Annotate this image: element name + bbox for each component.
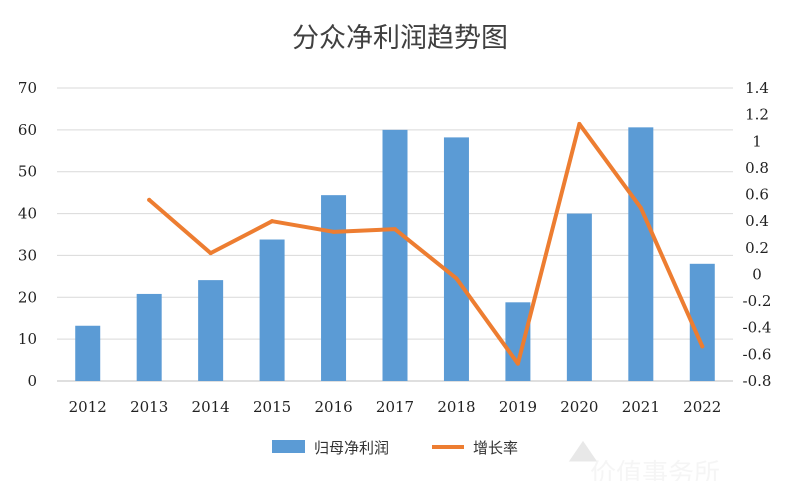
bar-2015 (259, 239, 285, 381)
growth-rate-point-2020 (577, 121, 582, 126)
x-axis-tick-label: 2016 (314, 398, 352, 416)
right-axis-tick-label: -0.6 (743, 345, 772, 363)
growth-rate-line (147, 121, 705, 366)
left-axis-tick-label: 0 (27, 372, 37, 390)
x-axis-tick-label: 2017 (376, 398, 414, 416)
right-axis-tick-label: 1.4 (745, 79, 769, 97)
right-axis-tick-label: -0.2 (743, 292, 772, 310)
bar-2017 (382, 129, 408, 381)
left-axis-tick-label: 10 (18, 330, 37, 348)
growth-rate-point-2018 (454, 276, 459, 281)
x-axis-tick-label: 2021 (622, 398, 660, 416)
bar-2014 (198, 280, 224, 381)
bar-2019 (505, 302, 531, 381)
bar-2012 (75, 325, 101, 381)
x-axis-tick-label: 2022 (683, 398, 721, 416)
growth-rate-point-2015 (270, 219, 275, 224)
growth-rate-point-2013 (147, 197, 152, 202)
bar-2018 (443, 137, 469, 381)
bar-2021 (628, 127, 654, 382)
x-axis-tick-label: 2013 (130, 398, 168, 416)
growth-rate-point-2019 (515, 361, 520, 366)
right-axis-tick-label: 0.2 (745, 239, 769, 257)
watermark-logo-icon (567, 439, 599, 463)
right-axis-tick-label: 1 (752, 132, 762, 150)
bar-2016 (321, 195, 347, 381)
right-axis-tick-label: 0 (752, 265, 762, 283)
right-axis-tick-label: 0.4 (745, 212, 769, 230)
bar-2020 (566, 213, 592, 381)
left-axis-tick-label: 20 (18, 288, 37, 306)
right-axis-tick-label: -0.8 (743, 372, 772, 390)
legend-label-line: 增长率 (473, 439, 518, 457)
growth-rate-point-2016 (331, 229, 336, 234)
growth-rate-point-2017 (393, 227, 397, 232)
right-axis-tick-label: 0.8 (745, 159, 769, 177)
x-axis-tick-label: 2015 (253, 398, 291, 416)
legend-swatch-bar (272, 440, 305, 453)
left-axis-tick-label: 50 (18, 163, 37, 181)
x-axis-tick-label: 2012 (69, 398, 107, 416)
watermark-big-text: 价值事务所 (590, 459, 720, 481)
watermark-text: 雪球：价值事务所 (602, 445, 738, 465)
right-axis-tick-label: -0.4 (743, 319, 772, 337)
right-axis-tick-label: 1.2 (745, 106, 769, 124)
right-axis-tick-label: 0.6 (745, 186, 769, 204)
x-axis-tick-label: 2020 (560, 398, 598, 416)
left-axis-tick-label: 70 (18, 79, 37, 97)
chart-title: 分众净利润趋势图 (292, 23, 508, 54)
x-axis-tick-label: 2018 (437, 398, 475, 416)
x-axis-tick-label: 2019 (499, 398, 537, 416)
bar-2013 (136, 293, 162, 381)
left-axis-tick-label: 40 (18, 205, 37, 223)
bar-2022 (689, 263, 715, 381)
growth-rate-point-2014 (208, 251, 213, 256)
left-axis-tick-label: 30 (18, 246, 37, 264)
growth-rate-point-2022 (700, 344, 705, 349)
x-axis-tick-label: 2014 (192, 398, 230, 416)
growth-rate-point-2021 (638, 205, 643, 210)
left-axis-tick-label: 60 (18, 121, 37, 139)
legend-label-bar: 归母净利润 (314, 439, 389, 457)
